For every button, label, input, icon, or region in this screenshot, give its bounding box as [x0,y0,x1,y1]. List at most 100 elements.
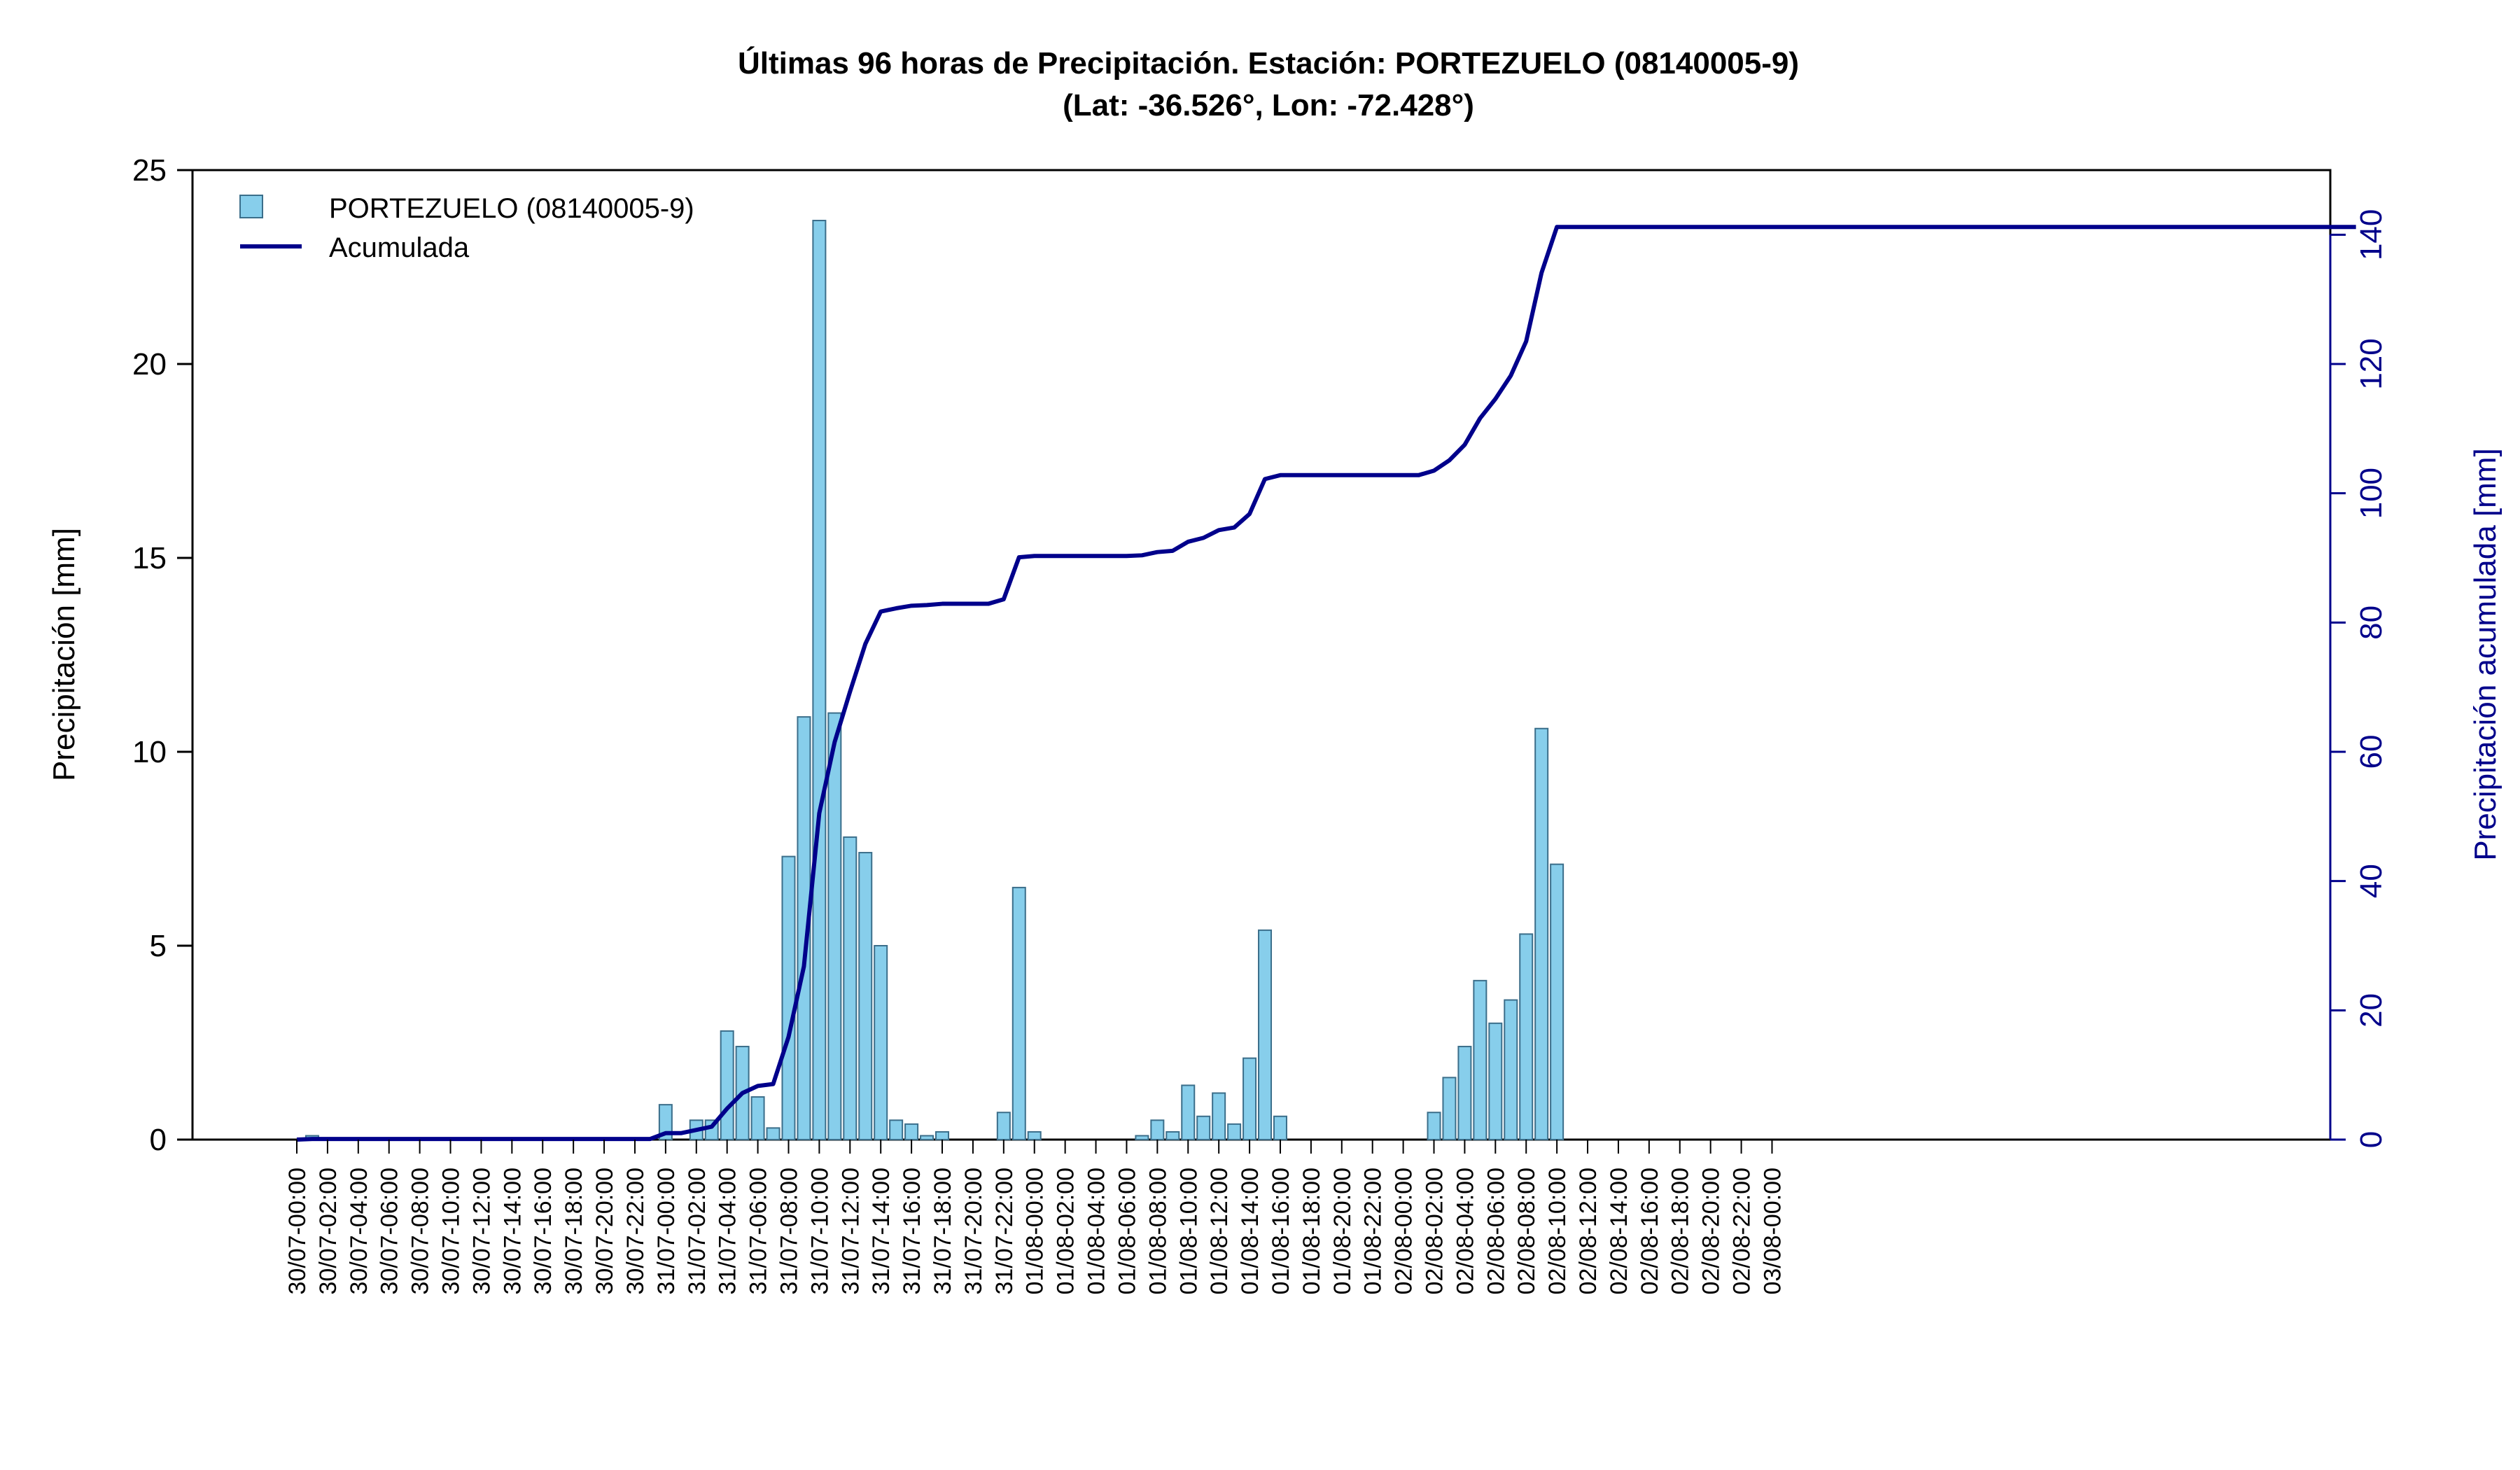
x-tick-label: 31/07-08:00 [776,1168,802,1295]
precip-bar [874,945,888,1140]
x-tick-label: 02/08-20:00 [1698,1168,1725,1295]
precip-bar [766,1127,780,1141]
right-tick-label: 120 [2354,338,2388,389]
precip-bar [1488,1022,1503,1141]
x-tick-label: 30/07-12:00 [468,1168,495,1295]
precip-bar [812,220,827,1140]
precip-bar [1135,1135,1149,1140]
x-tick-label: 01/08-22:00 [1360,1168,1387,1295]
precip-bar [1011,886,1026,1141]
x-tick-label: 30/07-08:00 [407,1168,434,1295]
left-tick-label: 15 [132,541,167,575]
x-tick-label: 02/08-22:00 [1729,1168,1756,1295]
x-tick-label: 01/08-02:00 [1053,1168,1079,1295]
x-tick-label: 02/08-00:00 [1391,1168,1418,1295]
precip-bar [720,1030,734,1140]
x-tick-label: 30/07-16:00 [530,1168,556,1295]
legend-bar-label: PORTEZUELO (08140005-9) [329,193,694,224]
right-tick-label: 100 [2354,468,2388,519]
precip-bar [1212,1092,1226,1141]
right-tick-label: 40 [2354,864,2388,898]
right-y-axis: 0 20 40 60 80 100 120 140 [2329,209,2388,1148]
precip-bar [1504,999,1518,1141]
precip-bar [1196,1115,1211,1141]
right-tick-label: 80 [2354,606,2388,640]
x-tick-label: 30/07-10:00 [438,1168,465,1295]
precip-bar [797,716,811,1140]
precip-bar [858,852,873,1141]
x-tick-label: 30/07-14:00 [499,1168,526,1295]
x-tick-label: 01/08-14:00 [1237,1168,1264,1295]
cumulative-line [296,225,2356,1142]
x-tick-label: 02/08-08:00 [1513,1168,1540,1295]
x-tick-label: 30/07-02:00 [315,1168,342,1295]
x-tick-label: 01/08-08:00 [1144,1168,1171,1295]
y-axis-label: Precipitación [mm] [47,528,81,781]
x-tick-label: 02/08-02:00 [1422,1168,1448,1295]
x-tick-label: 02/08-06:00 [1483,1168,1509,1295]
precip-bar [935,1130,950,1141]
x-tick-label: 31/07-02:00 [684,1168,710,1295]
legend: PORTEZUELO (08140005-9) Acumulada [239,193,694,263]
legend-bar-swatch [239,195,263,218]
x-tick-label: 02/08-16:00 [1637,1168,1663,1295]
precip-bar [1457,1046,1472,1141]
x-tick-label: 31/07-14:00 [868,1168,895,1295]
x-tick-label: 01/08-12:00 [1206,1168,1233,1295]
precip-bar [1550,863,1564,1141]
x-tick-label: 31/07-10:00 [806,1168,833,1295]
x-tick-label: 02/08-10:00 [1544,1168,1571,1295]
precip-bar [996,1112,1011,1140]
x-tick-label: 01/08-04:00 [1084,1168,1110,1295]
x-tick-label: 02/08-14:00 [1606,1168,1632,1295]
x-tick-label: 31/07-22:00 [991,1168,1018,1295]
x-tick-label: 31/07-00:00 [653,1168,680,1295]
left-tick-label: 0 [150,1123,167,1157]
x-tick-label: 03/08-00:00 [1759,1168,1786,1295]
x-tick-label: 30/07-22:00 [622,1168,649,1295]
left-tick-label: 25 [132,153,167,188]
x-tick-label: 30/07-00:00 [284,1168,311,1295]
x-tick-label: 30/07-18:00 [561,1168,587,1295]
x-tick-label: 01/08-10:00 [1175,1168,1202,1295]
legend-line-label: Acumulada [329,232,470,263]
left-y-axis: 0 5 10 15 20 25 [132,153,194,1157]
chart-title-line1: Últimas 96 horas de Precipitación. Estac… [738,46,1799,80]
precip-bar [1534,727,1549,1140]
x-tick-label: 31/07-12:00 [837,1168,864,1295]
x-tick-label: 01/08-16:00 [1268,1168,1294,1295]
right-tick-label: 140 [2354,209,2388,260]
precip-bar [1473,979,1488,1140]
x-tick-label: 30/07-06:00 [377,1168,403,1295]
x-tick-label: 02/08-04:00 [1452,1168,1478,1295]
precip-bar [750,1096,765,1141]
x-tick-label: 01/08-06:00 [1114,1168,1140,1295]
x-tick-label: 02/08-12:00 [1575,1168,1602,1295]
y2-axis-label: Precipitación acumulada [mm] [2468,448,2502,860]
precip-bar [781,855,796,1140]
precip-bar [843,836,858,1140]
precip-bar [1242,1057,1257,1141]
x-tick-label: 31/07-20:00 [960,1168,987,1295]
precip-bar [1273,1115,1287,1141]
x-tick-label: 01/08-18:00 [1298,1168,1325,1295]
chart-title-line2: (Lat: -36.526°, Lon: -72.428°) [1063,88,1474,122]
precip-bar [889,1119,904,1141]
precip-bar [827,712,842,1140]
right-tick-label: 0 [2354,1131,2388,1148]
precip-bar [904,1123,919,1140]
precip-bar [1442,1077,1457,1140]
x-tick-label: 30/07-20:00 [592,1168,618,1295]
bar-series [304,220,1564,1141]
left-tick-label: 10 [132,735,167,769]
precip-bar [1519,933,1534,1140]
precip-bar [1427,1112,1441,1140]
precip-bar [1227,1123,1242,1140]
precip-bar [1181,1084,1196,1140]
precip-bar [1027,1130,1042,1141]
precip-bar [1166,1130,1180,1141]
x-tick-label: 02/08-18:00 [1667,1168,1694,1295]
right-tick-label: 60 [2354,735,2388,769]
precip-bar [920,1135,934,1140]
